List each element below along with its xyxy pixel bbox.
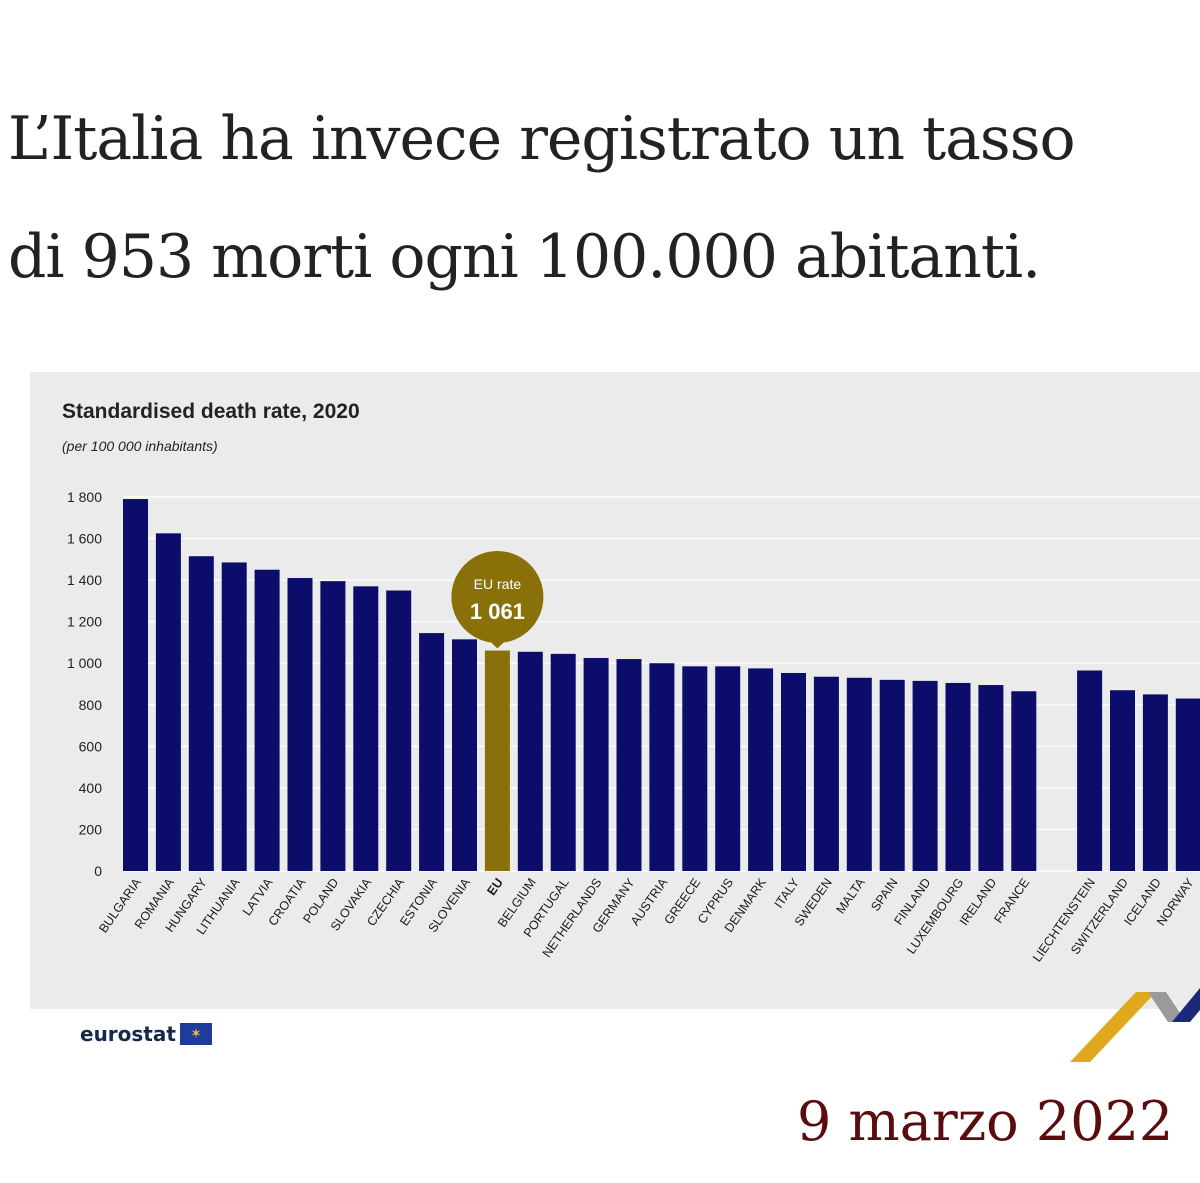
x-label-netherlands: NETHERLANDS <box>540 876 605 960</box>
headline-line-1: L’Italia ha invece registrato un tasso <box>8 104 1076 174</box>
bar-belgium <box>517 651 543 871</box>
x-label-malta: MALTA <box>833 875 868 916</box>
y-tick-label: 1 600 <box>67 531 102 547</box>
eu-flag-icon <box>179 1023 212 1045</box>
bar-luxembourg <box>945 682 971 871</box>
y-tick-label: 200 <box>79 821 103 837</box>
bar-slovenia <box>452 639 477 871</box>
eu-rate-value: 1 061 <box>470 599 525 624</box>
x-label-italy: ITALY <box>772 875 803 911</box>
bar-bulgaria <box>123 499 148 871</box>
x-label-spain: SPAIN <box>868 876 900 914</box>
eu-rate-bubble <box>451 551 544 643</box>
bar-austria <box>649 663 675 871</box>
y-tick-label: 1 000 <box>67 655 102 671</box>
eu-rate-callout: EU rate 1 061 <box>451 551 544 649</box>
bar-ireland <box>978 685 1004 871</box>
chart-title: Standardised death rate, 2020 <box>62 400 360 423</box>
bar-czechia <box>386 590 412 871</box>
bar-eu <box>484 650 510 871</box>
x-axis-labels: BULGARIAROMANIAHUNGARYLITHUANIALATVIACRO… <box>96 875 1197 964</box>
y-tick-label: 0 <box>94 863 102 879</box>
decorative-logo-icon <box>1070 988 1200 1062</box>
y-axis-ticks: 0 200 400 600 800 1 000 1 200 1 400 1 600 1 800 <box>67 489 102 879</box>
bar-germany <box>616 659 642 871</box>
bar-norway <box>1175 698 1200 871</box>
bar-denmark <box>748 668 774 871</box>
bars <box>123 499 1200 871</box>
bar-croatia <box>287 578 313 871</box>
bar-cyprus <box>715 666 741 871</box>
bar-estonia <box>419 633 445 871</box>
bar-switzerland <box>1110 690 1135 871</box>
eurostat-logo: eurostat <box>80 1022 212 1046</box>
eu-rate-pointer <box>485 637 510 649</box>
bar-italy <box>781 672 806 871</box>
chart-panel: Standardised death rate, 2020 (per 100 0… <box>30 372 1200 1009</box>
bar-iceland <box>1142 694 1168 871</box>
bar-lithuania <box>221 562 247 871</box>
eu-rate-label: EU rate <box>474 576 522 592</box>
date-text: 9 marzo 2022 <box>797 1090 1174 1153</box>
bar-hungary <box>188 556 214 871</box>
bar-sweden <box>813 676 839 871</box>
headline: L’Italia ha invece registrato un tasso d… <box>8 80 1200 316</box>
y-tick-label: 400 <box>79 780 103 796</box>
bar-latvia <box>254 569 280 871</box>
death-rate-bar-chart: Standardised death rate, 2020 (per 100 0… <box>62 400 1200 965</box>
bar-spain <box>879 679 905 871</box>
eurostat-wordmark: eurostat <box>80 1022 176 1046</box>
bar-greece <box>682 666 708 871</box>
y-tick-label: 1 400 <box>67 572 102 588</box>
headline-line-2: di 953 morti ogni 100.000 abitanti. <box>8 222 1041 292</box>
bar-slovakia <box>353 586 379 871</box>
bar-poland <box>320 581 346 871</box>
bar-malta <box>846 677 872 871</box>
bar-romania <box>155 533 181 871</box>
y-tick-label: 600 <box>79 738 103 754</box>
bar-liechtenstein <box>1077 670 1103 871</box>
bar-finland <box>912 680 938 871</box>
chart-subtitle: (per 100 000 inhabitants) <box>62 438 218 454</box>
y-tick-label: 800 <box>79 697 103 713</box>
bar-france <box>1011 691 1037 871</box>
y-tick-label: 1 800 <box>67 489 102 505</box>
x-label-eu: EU <box>484 876 505 898</box>
y-tick-label: 1 200 <box>67 614 102 630</box>
bar-netherlands <box>583 658 609 871</box>
bar-portugal <box>550 653 576 871</box>
